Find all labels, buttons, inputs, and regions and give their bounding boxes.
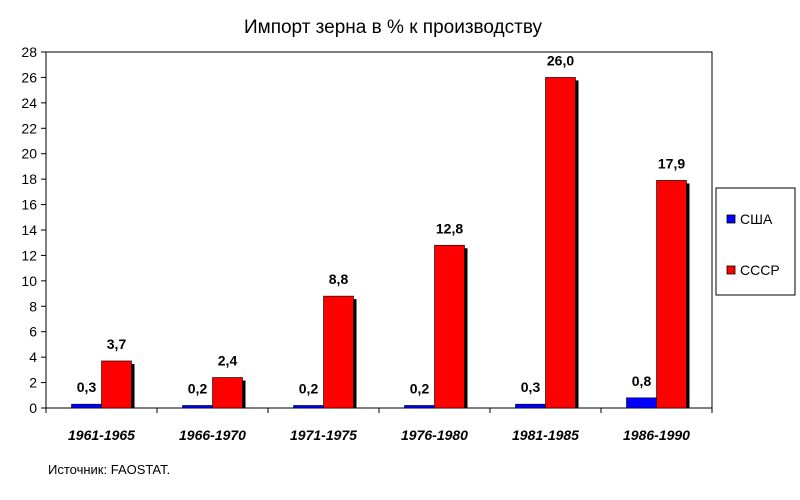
bar-ussr [545, 77, 576, 409]
x-axis: 1961-1965 1966-1970 1971-1975 1976-1980 1981… [45, 408, 713, 443]
data-label: 26,0 [547, 52, 574, 68]
data-label: 12,8 [436, 220, 463, 236]
data-label: 2,4 [218, 352, 238, 368]
x-tick-label: 1966-1970 [179, 427, 246, 443]
y-tick-label: 0 [29, 400, 37, 416]
x-tick-label: 1976-1980 [401, 427, 468, 443]
y-tick-label: 16 [21, 197, 37, 213]
data-label: 0,3 [77, 379, 97, 395]
y-tick-label: 4 [29, 349, 37, 365]
bar-ussr [101, 360, 132, 409]
y-tick-label: 22 [21, 120, 37, 136]
y-tick-label: 12 [21, 247, 37, 263]
bar-usa [515, 403, 546, 409]
y-tick-label: 20 [21, 146, 37, 162]
data-label: 3,7 [107, 336, 127, 352]
legend-box [715, 187, 796, 296]
bar-usa [293, 405, 324, 409]
bar-ussr [323, 295, 354, 409]
y-tick-label: 6 [29, 324, 37, 340]
data-label: 0,8 [632, 373, 652, 389]
y-tick-label: 8 [29, 298, 37, 314]
y-tick-label: 14 [21, 222, 37, 238]
source-note: Источник: FAOSTAT. [48, 462, 170, 477]
legend-label-usa: США [740, 211, 773, 227]
x-tick-label: 1986-1990 [623, 427, 690, 443]
chart-title: Импорт зерна в % к производству [244, 17, 543, 38]
y-tick-label: 18 [21, 171, 37, 187]
x-tick-label: 1981-1985 [512, 427, 579, 443]
y-tick-label: 24 [21, 95, 37, 111]
data-label: 0,3 [521, 379, 541, 395]
legend: США СССР [715, 187, 796, 296]
data-label: 0,2 [299, 380, 319, 396]
bar-usa [626, 397, 657, 409]
bar-ussr [212, 377, 243, 409]
legend-swatch-ussr [726, 265, 736, 275]
plot-area [45, 51, 713, 409]
y-tick-label: 28 [21, 44, 37, 60]
bar-usa [182, 405, 213, 409]
data-labels: 0,3 0,2 0,2 0,2 0,3 0,8 3,7 2,4 8,8 12,8 26,0 17,9 [77, 52, 686, 396]
data-label: 8,8 [329, 271, 349, 287]
legend-swatch-usa [726, 214, 736, 224]
data-label: 17,9 [658, 155, 685, 171]
bar-usa [71, 403, 102, 409]
data-label: 0,2 [410, 380, 430, 396]
bars [71, 77, 690, 409]
legend-label-ussr: СССР [740, 262, 780, 278]
x-tick-label: 1971-1975 [290, 427, 357, 443]
bar-ussr [434, 244, 465, 409]
bar-usa [404, 405, 435, 409]
bar-ussr [656, 180, 687, 409]
x-tick-label: 1961-1965 [68, 427, 135, 443]
y-tick-label: 26 [21, 69, 37, 85]
y-tick-label: 2 [29, 375, 37, 391]
y-tick-label: 10 [21, 273, 37, 289]
data-label: 0,2 [188, 380, 208, 396]
